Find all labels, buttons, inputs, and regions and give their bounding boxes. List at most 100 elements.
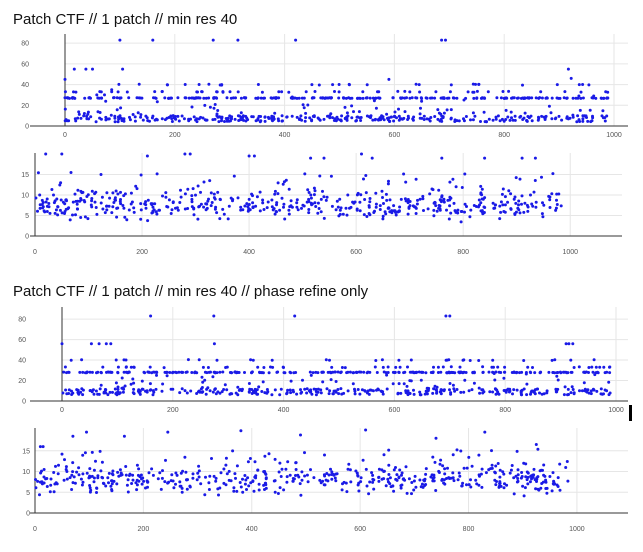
data-point (448, 314, 452, 318)
data-point (131, 478, 135, 482)
data-point (81, 480, 85, 484)
data-point (81, 393, 85, 397)
data-point (463, 172, 467, 176)
data-point (364, 191, 368, 195)
data-point (541, 480, 545, 484)
data-point (199, 190, 202, 194)
data-point (155, 373, 158, 377)
data-point (439, 112, 443, 116)
data-point (496, 365, 500, 369)
data-point (204, 475, 207, 479)
data-point (135, 96, 139, 100)
data-point (103, 93, 106, 97)
x-tick-label: 1000 (608, 407, 624, 414)
data-point (446, 371, 450, 375)
data-point (310, 118, 314, 122)
data-point (303, 119, 307, 123)
data-point (116, 90, 120, 94)
data-point (397, 114, 401, 118)
data-point (140, 379, 144, 383)
data-point (215, 114, 219, 118)
data-point (581, 117, 585, 121)
data-point (94, 120, 98, 124)
data-point (448, 90, 452, 94)
data-point (128, 118, 132, 122)
data-point (541, 201, 544, 205)
data-point (418, 478, 422, 482)
data-point (176, 208, 180, 212)
data-point (368, 96, 372, 100)
data-point (438, 119, 442, 123)
x-tick-label: 200 (136, 249, 148, 256)
data-point (439, 200, 443, 204)
data-point (83, 371, 87, 375)
data-point (599, 392, 603, 396)
data-point (115, 108, 119, 112)
data-point (207, 96, 211, 100)
data-point (438, 204, 442, 208)
data-point (355, 208, 359, 212)
data-point (220, 83, 224, 87)
data-point (273, 479, 277, 483)
data-point (117, 82, 121, 86)
data-point (79, 198, 83, 202)
data-point (564, 342, 568, 346)
data-point (305, 387, 309, 391)
data-point (287, 208, 291, 212)
data-point (490, 463, 494, 467)
data-point (134, 481, 138, 485)
data-point (192, 115, 196, 119)
data-point (435, 388, 438, 392)
data-point (356, 474, 360, 478)
data-point (381, 392, 385, 396)
data-point (479, 209, 483, 213)
data-point (464, 115, 468, 118)
data-point (88, 389, 92, 393)
data-point (281, 182, 285, 186)
data-point (387, 463, 391, 467)
data-point (491, 390, 495, 394)
data-point (295, 201, 299, 205)
data-point (83, 215, 87, 219)
data-point (455, 388, 459, 391)
data-point (555, 374, 559, 378)
data-point (236, 385, 240, 389)
data-point (44, 152, 48, 156)
x-tick-label: 800 (499, 407, 511, 414)
data-point (160, 389, 164, 393)
data-point (587, 371, 590, 374)
data-point (449, 116, 453, 120)
data-point (451, 96, 455, 100)
data-point (114, 198, 117, 202)
data-point (80, 358, 84, 362)
data-point (526, 365, 530, 369)
data-point (562, 96, 566, 100)
data-point (61, 391, 65, 395)
data-point (371, 118, 375, 122)
data-point (282, 366, 285, 369)
data-point (77, 112, 81, 116)
data-point (61, 200, 65, 204)
data-point (540, 114, 544, 118)
data-point (371, 480, 375, 484)
data-point (177, 370, 181, 374)
data-point (355, 119, 358, 122)
data-point (215, 358, 219, 362)
data-point (595, 389, 599, 393)
data-point (329, 96, 333, 100)
data-point (410, 96, 414, 100)
data-point (123, 215, 127, 219)
data-point (197, 83, 201, 86)
data-point (433, 460, 437, 464)
data-point (260, 390, 264, 393)
data-point (170, 120, 174, 123)
data-point (517, 203, 520, 207)
data-point (160, 476, 164, 480)
data-point (603, 119, 607, 123)
data-point (256, 365, 260, 369)
data-point (131, 113, 135, 116)
data-point (88, 96, 92, 100)
data-point (395, 478, 399, 482)
data-point (472, 381, 476, 385)
